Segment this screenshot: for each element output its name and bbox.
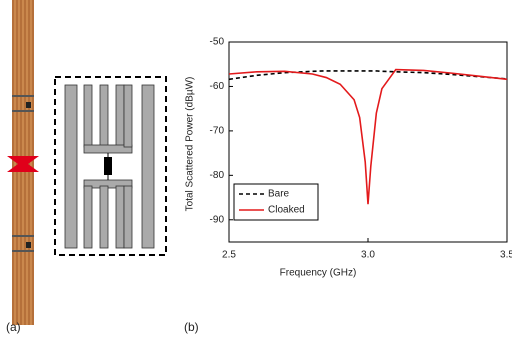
panel-label: (b) (184, 320, 199, 334)
x-axis-title: Frequency (GHz) (280, 268, 357, 279)
y-tick-label: -50 (210, 37, 225, 48)
panel-label: (a) (6, 320, 21, 334)
y-axis-title: Total Scattered Power (dBµW) (185, 77, 196, 212)
y-tick-label: -80 (210, 170, 225, 181)
y-tick-label: -70 (210, 126, 225, 137)
legend-label: Cloaked (268, 205, 305, 216)
figure: (a) (b) Frequency (GHz) Total Scattered … (0, 0, 512, 343)
x-tick-label: 2.5 (222, 250, 236, 261)
y-tick-label: -60 (210, 81, 225, 92)
x-tick-label: 3.5 (500, 250, 512, 261)
y-tick-label: -90 (210, 214, 225, 225)
antenna-illustration (7, 0, 166, 325)
legend-label: Bare (268, 189, 290, 200)
x-tick-label: 3.0 (361, 250, 375, 261)
